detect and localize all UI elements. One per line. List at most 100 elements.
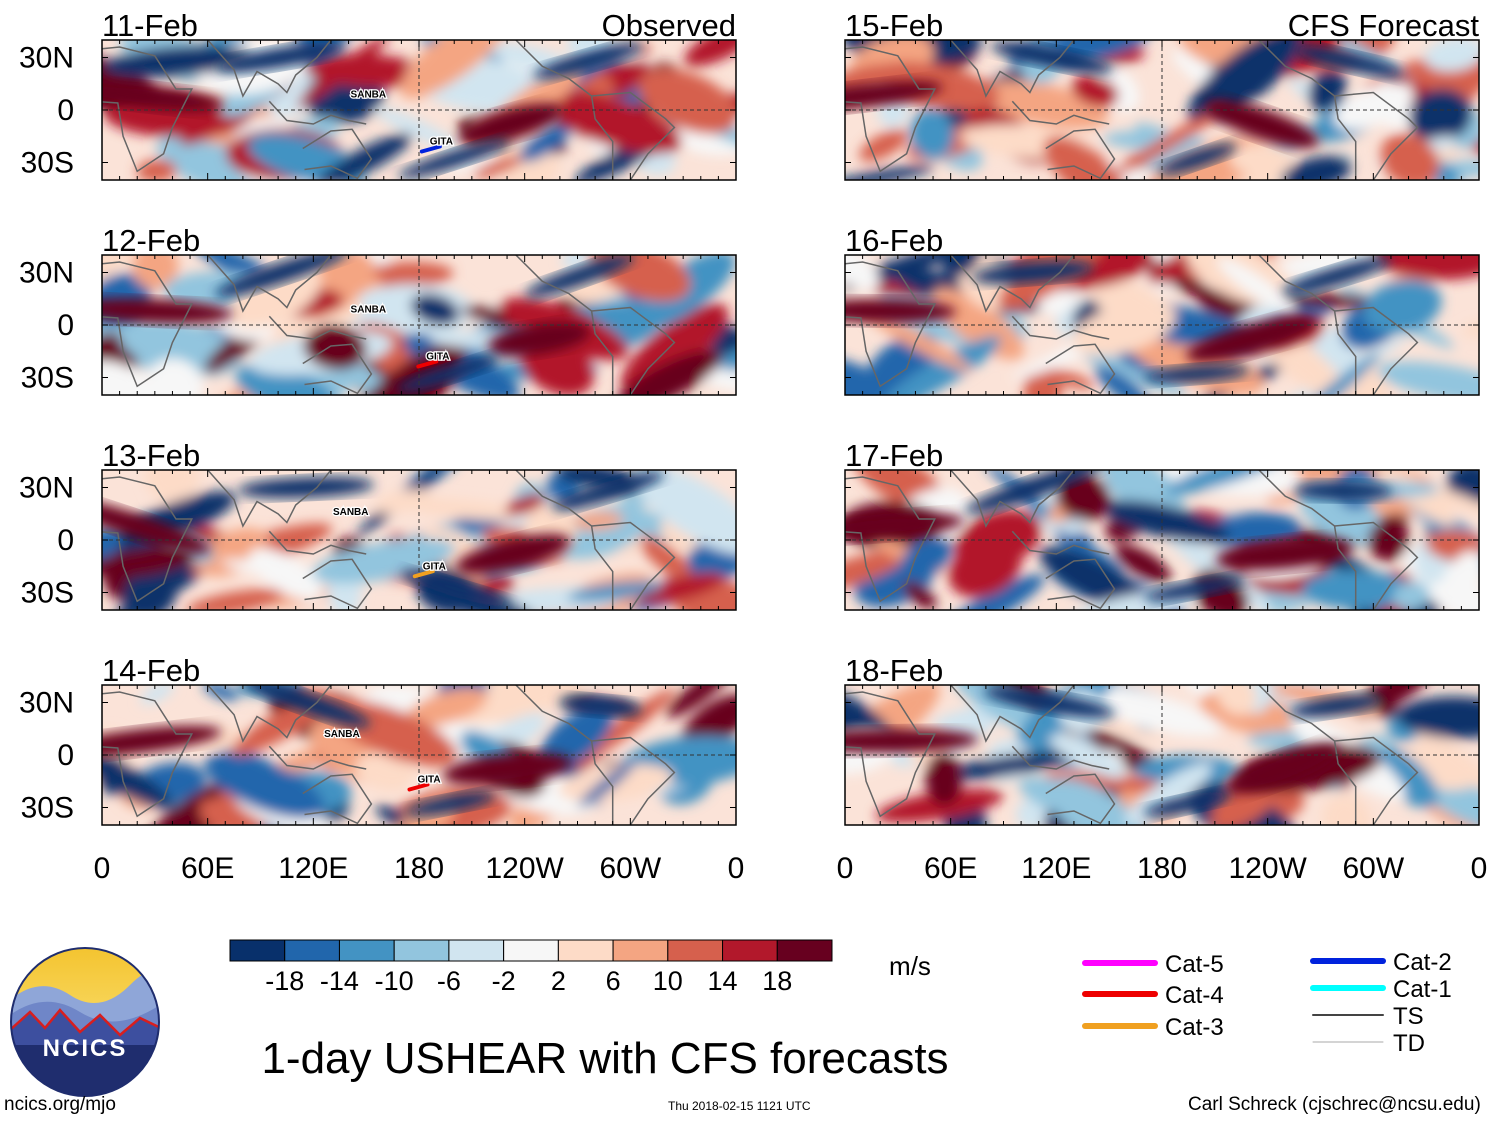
coastline bbox=[207, 255, 332, 313]
shear-blob bbox=[954, 509, 1042, 570]
colorbar-swatch bbox=[503, 939, 559, 962]
shear-blob bbox=[909, 108, 954, 159]
storm-label: SANBA bbox=[333, 507, 369, 518]
shear-blob bbox=[1102, 500, 1230, 544]
coastline bbox=[591, 91, 676, 180]
shear-blob bbox=[1101, 470, 1185, 521]
y-tick-label: 0 bbox=[57, 524, 74, 557]
coastline bbox=[207, 685, 332, 743]
shear-blob bbox=[445, 147, 509, 174]
shear-blob bbox=[1229, 143, 1293, 176]
shear-blob bbox=[638, 572, 725, 604]
shear-blob bbox=[578, 762, 635, 808]
x-tick-label: 120W bbox=[485, 852, 564, 885]
shear-band bbox=[237, 477, 375, 498]
shear-band bbox=[1215, 537, 1352, 571]
y-tick-label: 0 bbox=[57, 739, 74, 772]
shear-blob bbox=[156, 133, 267, 180]
shear-band bbox=[532, 43, 643, 79]
coastline bbox=[950, 40, 1075, 98]
panel-17-Feb: 17-Feb bbox=[844, 438, 1480, 611]
shear-band bbox=[242, 685, 371, 727]
shear-field bbox=[845, 685, 1479, 825]
shear-blob bbox=[1018, 776, 1107, 820]
storm-track bbox=[416, 359, 439, 369]
column-title: Observed bbox=[602, 8, 736, 43]
colorbar-label: -2 bbox=[492, 966, 516, 996]
shear-blob bbox=[567, 581, 663, 602]
site-link[interactable]: ncics.org/mjo bbox=[4, 1094, 116, 1115]
shear-blob bbox=[102, 360, 165, 395]
y-tick-label: 30N bbox=[19, 42, 74, 75]
colorbar-swatch bbox=[557, 939, 614, 962]
shear-blob bbox=[374, 489, 433, 514]
ncics-logo: NCICS bbox=[10, 947, 160, 1097]
figure-title: 1-day USHEAR with CFS forecasts bbox=[261, 1034, 948, 1083]
shear-blob bbox=[1124, 762, 1212, 825]
shear-blob bbox=[1095, 366, 1152, 395]
coastline bbox=[207, 470, 332, 528]
shear-blob bbox=[1396, 696, 1479, 739]
storm-track bbox=[419, 144, 442, 154]
coastline bbox=[1045, 773, 1116, 825]
shear-blob bbox=[235, 363, 338, 395]
coastline bbox=[845, 476, 937, 603]
colorbar-label: -6 bbox=[437, 966, 461, 996]
shear-band bbox=[214, 255, 349, 297]
legend-label: TD bbox=[1393, 1030, 1425, 1057]
shear-band bbox=[991, 42, 1113, 73]
shear-band bbox=[1144, 576, 1244, 602]
shear-blob bbox=[405, 687, 488, 728]
shear-blob bbox=[392, 497, 535, 521]
shear-blob bbox=[1071, 301, 1176, 356]
x-tick-label: 180 bbox=[1137, 852, 1187, 885]
shear-band bbox=[845, 80, 943, 112]
coastline bbox=[268, 745, 367, 770]
shear-blob bbox=[1446, 550, 1479, 600]
shear-band bbox=[1282, 257, 1391, 295]
panel-date: 17-Feb bbox=[845, 438, 943, 473]
x-tick-label: 60E bbox=[924, 852, 977, 885]
coastline bbox=[1045, 128, 1116, 180]
colorbar-label: 14 bbox=[708, 966, 738, 996]
storm-label: GITA bbox=[417, 775, 440, 786]
shear-blob bbox=[103, 45, 253, 78]
shear-blob bbox=[519, 119, 574, 162]
shear-band bbox=[398, 139, 510, 179]
shear-blob bbox=[1408, 88, 1473, 143]
shear-band bbox=[458, 103, 563, 145]
coastline bbox=[950, 470, 1075, 528]
coastline bbox=[302, 558, 373, 610]
shear-blob bbox=[1122, 328, 1264, 395]
shear-blob bbox=[1363, 279, 1442, 334]
x-tick-label: 60E bbox=[181, 852, 234, 885]
shear-band bbox=[1143, 791, 1231, 817]
panel-date: 15-Feb bbox=[845, 8, 943, 43]
x-tick-label: 0 bbox=[94, 852, 111, 885]
shear-blob bbox=[633, 470, 736, 556]
storm-track bbox=[412, 569, 435, 579]
panel-date: 18-Feb bbox=[845, 653, 943, 688]
shear-blob bbox=[845, 356, 918, 395]
coastline bbox=[302, 773, 373, 825]
shear-blob bbox=[373, 107, 463, 152]
shear-blob bbox=[880, 336, 1002, 395]
shear-band bbox=[1186, 315, 1318, 363]
shear-blob bbox=[666, 685, 736, 718]
y-tick-label: 30N bbox=[19, 687, 74, 720]
y-tick-label: 30S bbox=[21, 362, 74, 395]
shear-band bbox=[400, 570, 512, 608]
colorbar-label: 18 bbox=[762, 966, 792, 996]
coastline bbox=[302, 343, 373, 395]
x-tick-label: 60W bbox=[1342, 852, 1404, 885]
colorbar-swatch bbox=[448, 939, 505, 962]
coastline bbox=[950, 255, 1075, 313]
shear-blob bbox=[858, 306, 972, 372]
coastline bbox=[591, 521, 676, 610]
coastline bbox=[1011, 100, 1110, 125]
x-tick-label: 180 bbox=[394, 852, 444, 885]
coastline bbox=[845, 46, 937, 173]
shear-band bbox=[972, 261, 1094, 284]
coastlines bbox=[102, 685, 676, 825]
